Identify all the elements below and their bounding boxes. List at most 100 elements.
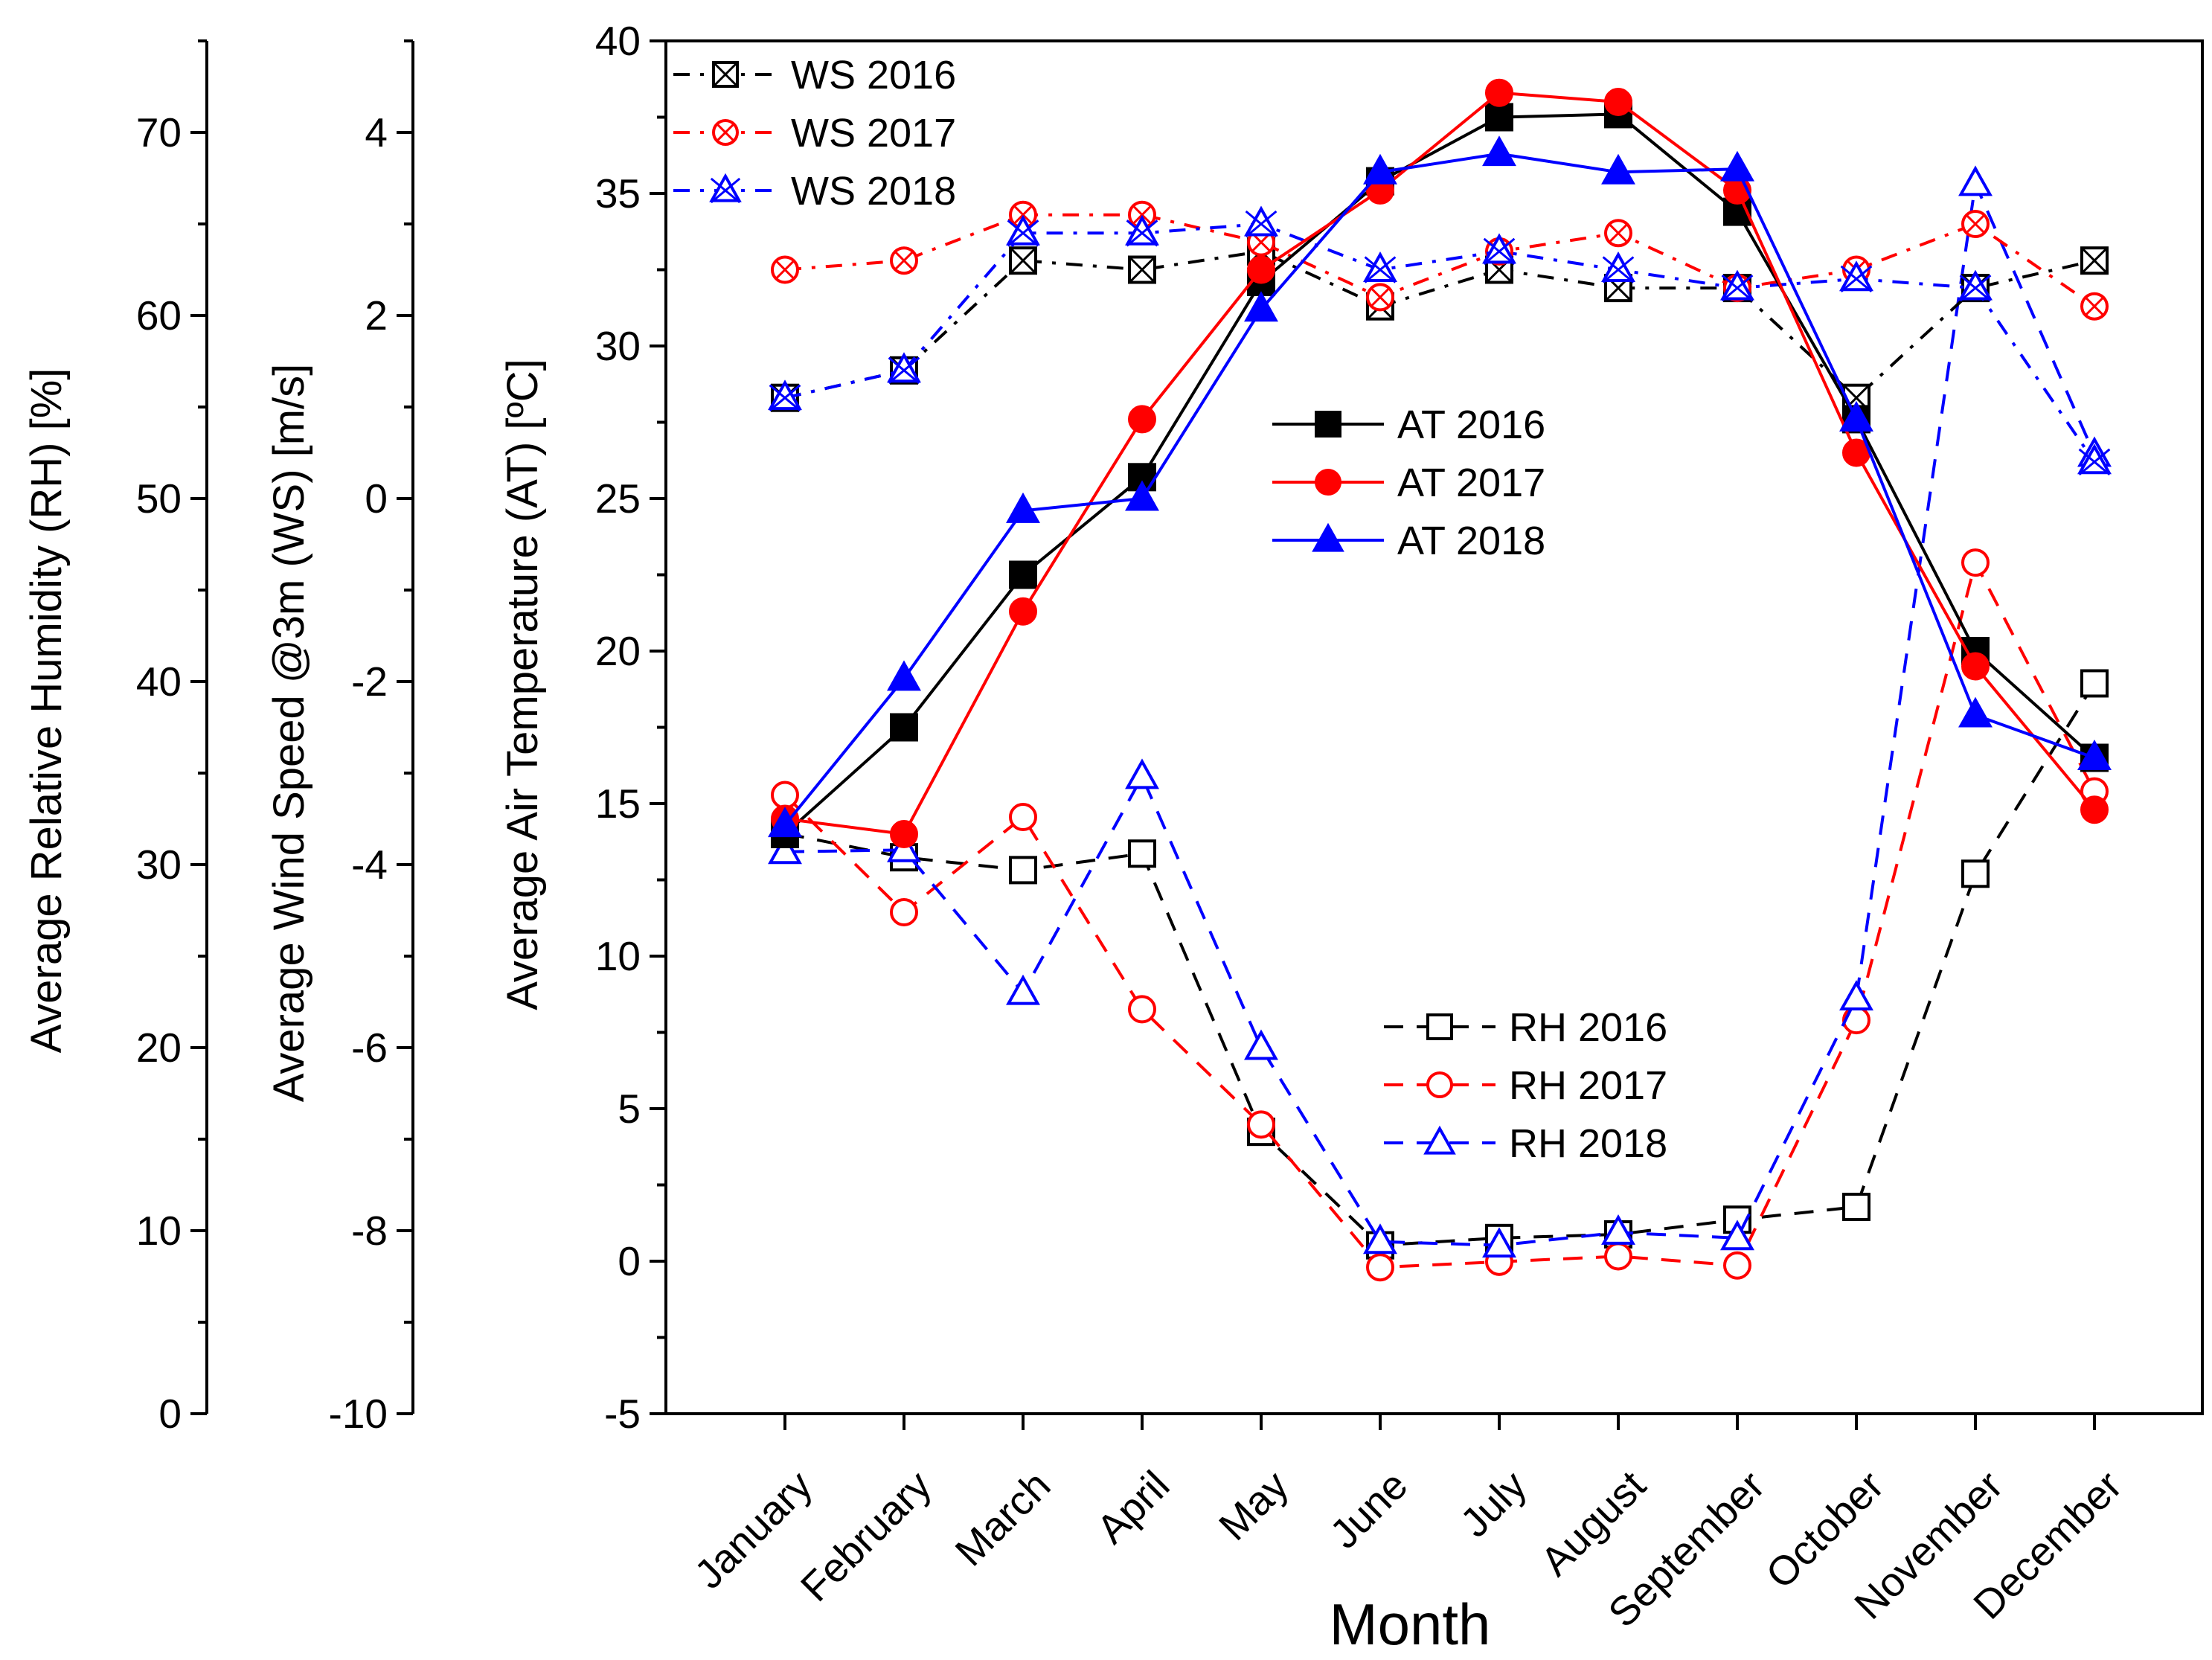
- series-at-2018: [768, 135, 2112, 838]
- x-tick-label-march: March: [946, 1462, 1059, 1575]
- legend-bottom-center: RH 2016 RH 2017 RH 2018: [1384, 1005, 1667, 1166]
- rh-tick-label: 50: [136, 475, 182, 522]
- legend-marker-ws-2017: [712, 119, 739, 146]
- data-point-rh-2017-april: [1128, 995, 1156, 1024]
- data-point-ws-2016-april: [1128, 255, 1156, 284]
- series-line-ws-2017: [784, 213, 2096, 308]
- series-line-rh-2016: [784, 682, 2096, 1247]
- x-axis-title: Month: [1330, 1592, 1491, 1657]
- data-point-ws-2017-november: [1961, 210, 1990, 238]
- legend-label-at-2018: AT 2018: [1397, 519, 1545, 563]
- legend-item-at-2018: AT 2018: [1272, 519, 1545, 563]
- data-point-rh-2018-march: [1006, 974, 1040, 1005]
- data-point-rh-2018-october: [1839, 980, 1873, 1011]
- data-point-rh-2016-november: [1961, 859, 1990, 888]
- at-tick-label: 40: [595, 18, 641, 64]
- series-line-at-2018: [783, 152, 2095, 826]
- data-point-ws-2018-april: [1125, 214, 1159, 247]
- data-point-at-2017-november: [1961, 652, 1990, 681]
- ws-tick-label: 4: [365, 109, 388, 156]
- data-point-rh-2017-march: [1009, 803, 1037, 832]
- legend-item-rh-2016: RH 2016: [1384, 1005, 1667, 1050]
- data-point-ws-2018-march: [1006, 214, 1040, 247]
- data-point-at-2017-may: [1247, 255, 1275, 284]
- data-point-ws-2017-june: [1366, 283, 1394, 312]
- legend-top-left: WS 2016 WS 2017 WS 2018: [673, 53, 956, 214]
- data-point-rh-2017-october: [1842, 1006, 1870, 1035]
- data-point-rh-2017-june: [1366, 1253, 1394, 1282]
- at-tick-label: 15: [595, 781, 641, 827]
- data-point-ws-2017-december: [2080, 292, 2109, 321]
- data-point-rh-2018-january: [768, 833, 802, 865]
- data-point-rh-2018-may: [1244, 1029, 1278, 1060]
- at-tick-label: -5: [604, 1391, 641, 1437]
- data-point-at-2018-january: [768, 807, 802, 838]
- series-line-ws-2016: [784, 249, 2095, 400]
- ws-tick-label: -8: [351, 1208, 388, 1254]
- data-point-at-2016-march: [1009, 560, 1037, 589]
- data-point-ws-2016-december: [2080, 246, 2109, 275]
- ws-tick-label: 2: [365, 292, 388, 339]
- series-ws-2016: [771, 237, 2109, 412]
- data-point-ws-2018-november: [1958, 269, 1993, 302]
- at-tick-label: 30: [595, 323, 641, 369]
- at-axis: -5 0 5 10 15 20 25 30 35 40: [595, 18, 666, 1437]
- legend-item-ws-2016: WS 2016: [673, 53, 956, 97]
- data-point-rh-2017-february: [890, 897, 918, 926]
- data-point-rh-2018-july: [1482, 1227, 1516, 1258]
- ws-tick-label: -4: [351, 842, 388, 888]
- series-line-rh-2018: [784, 178, 2096, 1247]
- data-point-at-2017-december: [2080, 795, 2109, 824]
- data-point-at-2017-april: [1128, 405, 1156, 434]
- legend-marker-rh-2016: [1426, 1013, 1453, 1040]
- rh-tick-label: 0: [158, 1391, 182, 1437]
- data-point-rh-2018-november: [1958, 165, 1993, 196]
- at-tick-label: 0: [618, 1238, 641, 1284]
- ws-axis: -10 -8 -6 -4 -2 0 2 4: [329, 39, 414, 1437]
- series-line-rh-2017: [783, 558, 2096, 1269]
- legend-item-rh-2018: RH 2018: [1384, 1121, 1667, 1166]
- series-rh-2017: [771, 548, 2109, 1282]
- legend-label-ws-2018: WS 2018: [791, 169, 956, 214]
- data-point-ws-2018-august: [1601, 251, 1635, 283]
- legend-marker-at-2018: [1312, 522, 1344, 552]
- legend-marker-ws-2018: [709, 173, 742, 204]
- data-point-at-2018-july: [1482, 135, 1516, 167]
- data-point-at-2018-october: [1839, 400, 1873, 432]
- at-tick-label: 20: [595, 628, 641, 674]
- legend-label-ws-2017: WS 2017: [791, 111, 956, 156]
- legend-label-at-2017: AT 2017: [1397, 461, 1545, 505]
- legend-item-ws-2018: WS 2018: [673, 169, 956, 214]
- data-point-at-2016-february: [890, 713, 918, 742]
- x-tick-label-may: May: [1210, 1461, 1298, 1549]
- legend-marker-rh-2017: [1426, 1071, 1453, 1098]
- data-point-rh-2017-november: [1961, 548, 1990, 577]
- legend-label-ws-2016: WS 2016: [791, 53, 956, 97]
- series-ws-2017: [771, 200, 2109, 321]
- data-point-at-2018-may: [1244, 291, 1278, 322]
- data-point-at-2017-march: [1009, 597, 1037, 626]
- legend-marker-at-2016: [1315, 411, 1341, 438]
- legend-label-rh-2018: RH 2018: [1509, 1121, 1667, 1166]
- rh-tick-label: 30: [136, 842, 182, 888]
- data-point-ws-2017-april: [1128, 200, 1156, 229]
- at-tick-label: 10: [595, 933, 641, 979]
- legend-marker-ws-2016: [712, 61, 739, 88]
- rh-tick-label: 60: [136, 292, 182, 339]
- data-point-rh-2016-december: [2080, 669, 2109, 698]
- at-axis-title: Average Air Temperature (AT) [ºC]: [498, 359, 547, 1010]
- data-point-at-2017-july: [1485, 78, 1513, 107]
- data-point-at-2018-june: [1363, 153, 1397, 185]
- data-point-rh-2016-march: [1009, 856, 1037, 885]
- rh-axis-title: Average Relative Humidity (RH) [%]: [22, 368, 71, 1054]
- x-tick-label-april: April: [1088, 1462, 1179, 1553]
- data-point-at-2018-september: [1720, 150, 1754, 182]
- ws-tick-label: -2: [351, 658, 388, 705]
- data-point-ws-2016-march: [1009, 246, 1037, 275]
- data-point-rh-2017-september: [1723, 1251, 1751, 1280]
- rh-tick-label: 40: [136, 658, 182, 705]
- rh-tick-label: 20: [136, 1025, 182, 1071]
- series-line-at-2016: [783, 112, 2096, 836]
